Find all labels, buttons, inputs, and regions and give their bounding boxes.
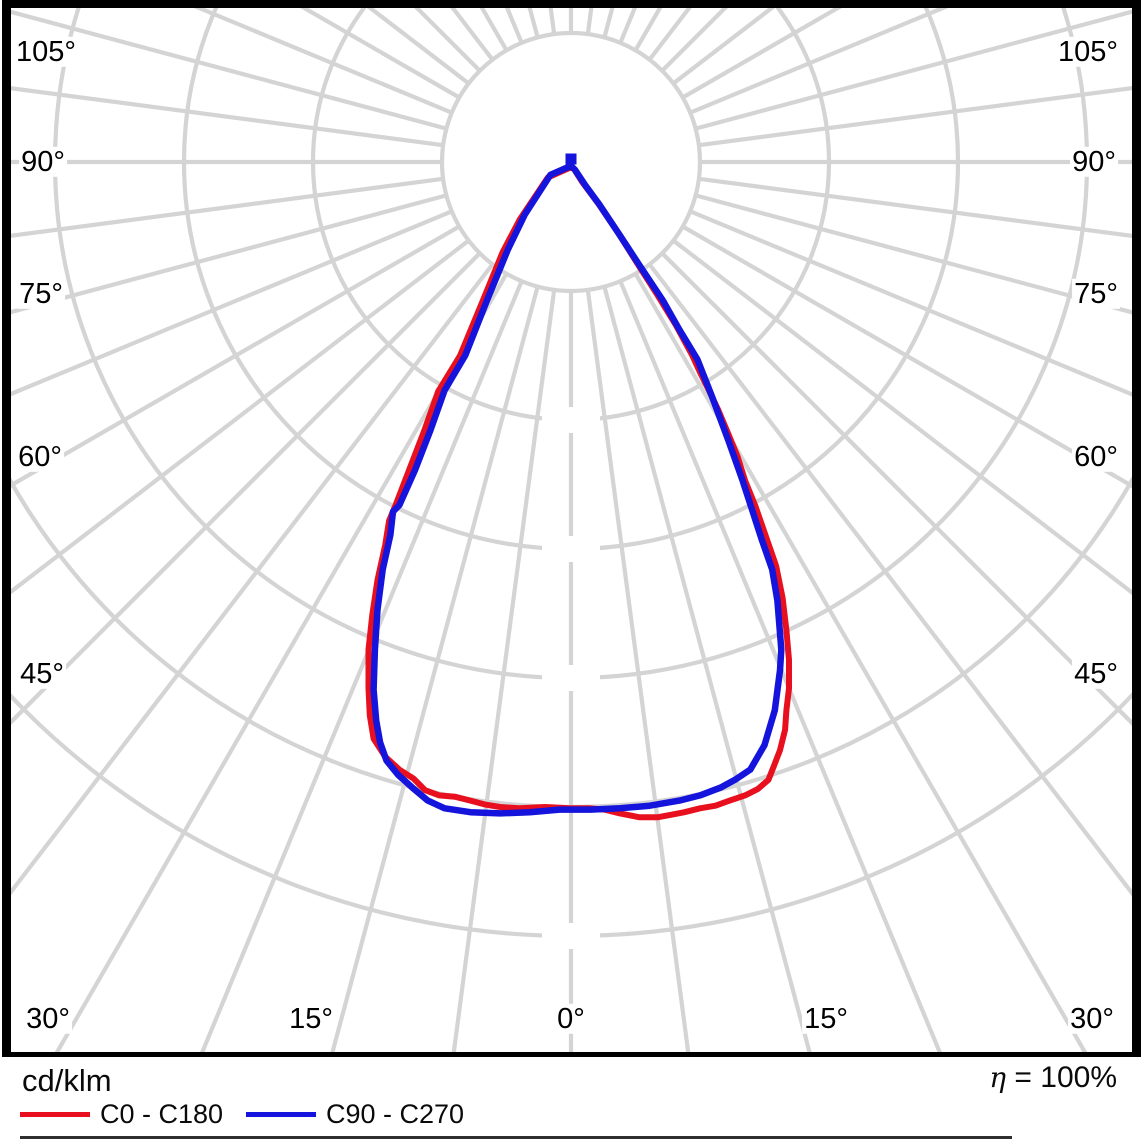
grid-spoke: [11, 209, 453, 397]
grid-spoke: [330, 286, 540, 1052]
red-line-swatch: [20, 1111, 90, 1117]
grid-spoke: [618, 280, 942, 1052]
grid-spoke: [689, 8, 949, 115]
angle-label-left: 45°: [18, 657, 66, 690]
angle-label-bottom: 15°: [802, 1002, 850, 1035]
grid-spoke: [689, 209, 1132, 397]
grid-spoke: [11, 176, 444, 238]
grid-spoke: [698, 86, 1132, 148]
angle-label-left: 75°: [17, 277, 65, 310]
grid-spoke: [633, 272, 1088, 1052]
unit-label: cd/klm: [22, 1063, 112, 1098]
hidden-ring-value-labels: [542, 407, 600, 949]
blue-line-swatch: [246, 1111, 316, 1117]
grid-spoke: [11, 251, 482, 725]
angle-label-right: 75°: [1072, 277, 1120, 310]
grid-spoke: [11, 9, 447, 131]
angle-label-left: 105°: [14, 35, 78, 68]
grid-spoke: [11, 238, 470, 595]
grid-spoke: [11, 224, 461, 488]
angle-label-bottom: 30°: [24, 1002, 72, 1035]
grid-spoke: [193, 8, 453, 115]
angle-label-left: 60°: [16, 440, 64, 473]
chart-footer: cd/klm η = 100% C0 - C180 C90 - C270: [0, 1057, 1143, 1143]
grid-spoke: [672, 238, 1132, 596]
grid-spoke: [698, 176, 1132, 238]
grid-spoke: [451, 289, 557, 1052]
legend-label: C90 - C270: [326, 1098, 465, 1129]
curve-C90-C270: [370, 162, 785, 817]
hidden-ring-value-box: [542, 407, 600, 433]
angle-label-right: 105°: [1056, 35, 1120, 68]
intensity-curves: [365, 153, 792, 821]
grid-spoke: [695, 193, 1132, 315]
legend-label: C0 - C180: [100, 1098, 224, 1129]
angle-label-right: 45°: [1072, 657, 1120, 690]
cutoff-table-border: [20, 1136, 1012, 1139]
hidden-ring-value-box: [542, 665, 600, 691]
grid-spoke: [200, 280, 524, 1052]
legend-item-c0-c180: C0 - C180: [20, 1098, 224, 1129]
angle-label-bottom: 30°: [1068, 1002, 1116, 1035]
grid-spoke: [11, 263, 495, 896]
grid-spoke: [11, 86, 444, 148]
hidden-ring-value-box: [542, 536, 600, 562]
grid-spoke: [11, 193, 447, 315]
angle-label-bottom: 0°: [555, 1002, 587, 1035]
angle-label-right: 90°: [1070, 145, 1118, 178]
grid-spoke: [602, 286, 812, 1052]
angle-label-left: 90°: [19, 145, 67, 178]
grid-spoke: [585, 289, 691, 1052]
chart-frame: [2, 0, 1141, 1061]
legend-item-c90-c270: C90 - C270: [246, 1098, 465, 1129]
curve-C0-C180: [365, 164, 792, 821]
efficiency-text: = 100%: [1014, 1061, 1117, 1094]
grid-spoke: [660, 251, 1132, 726]
hidden-ring-value-box: [542, 923, 600, 949]
eta-symbol: η: [989, 1061, 1007, 1094]
peak-marker: [565, 153, 577, 165]
grid-spoke: [681, 224, 1132, 489]
grid-spoke: [647, 263, 1132, 897]
grid-spoke: [54, 272, 509, 1052]
angle-label-right: 60°: [1072, 440, 1120, 473]
grid-spoke: [695, 9, 1132, 131]
efficiency-value: η = 100%: [989, 1061, 1117, 1095]
angle-label-bottom: 15°: [287, 1002, 335, 1035]
